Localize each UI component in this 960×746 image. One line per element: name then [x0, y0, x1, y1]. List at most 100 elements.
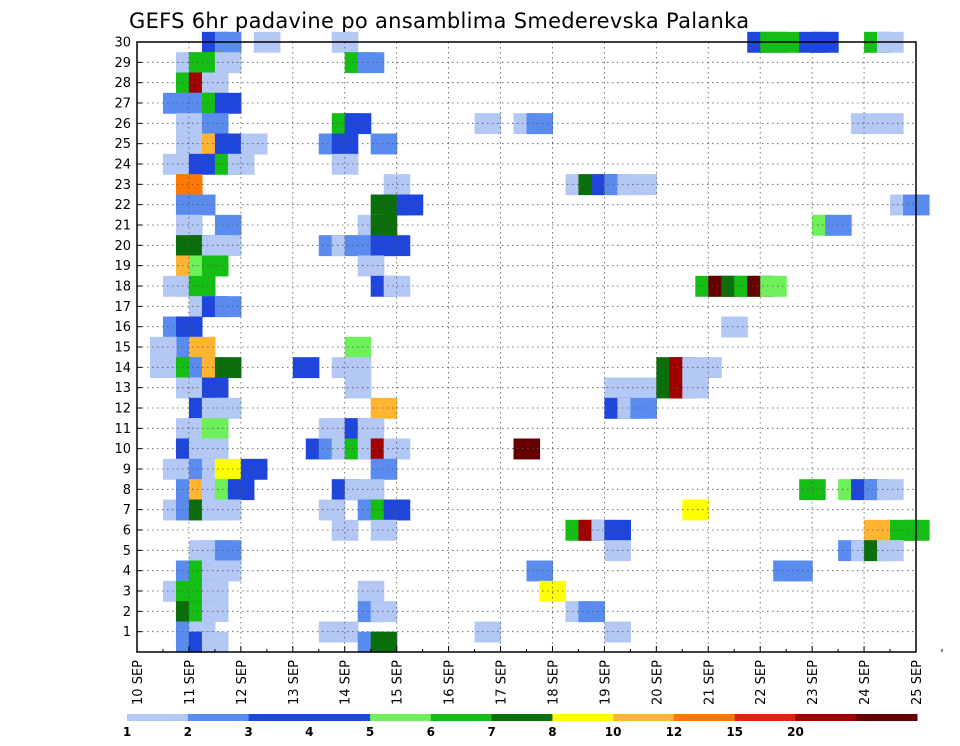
heatmap-cell — [331, 621, 359, 643]
heatmap-cell — [331, 519, 359, 541]
heatmap-cell — [630, 377, 657, 399]
y-tick-label: 2 — [123, 605, 131, 620]
legend-level-label: 10 — [605, 725, 622, 739]
heatmap-cell — [877, 540, 904, 562]
x-tick-label: 15 SEP — [391, 660, 406, 705]
heatmap-cell — [513, 438, 541, 460]
heatmap-cell — [175, 113, 203, 135]
y-tick-label: 24 — [114, 158, 131, 173]
legend-level-label: 15 — [726, 725, 743, 739]
legend-swatch — [187, 714, 250, 721]
heatmap-cell — [786, 560, 813, 582]
heatmap-cell — [201, 580, 229, 602]
heatmap-cells — [149, 31, 930, 653]
heatmap-cell — [370, 458, 398, 480]
heatmap-cell — [370, 631, 398, 653]
heatmap-cell — [370, 519, 398, 541]
heatmap-cell — [396, 194, 424, 216]
heatmap-cell — [357, 418, 385, 440]
y-tick-label: 6 — [123, 524, 131, 539]
legend-swatch — [856, 714, 918, 721]
y-tick-label: 23 — [114, 178, 131, 193]
chart-title: GEFS 6hr padavine po ansamblima Smederev… — [129, 9, 749, 33]
heatmap-cell — [630, 174, 657, 196]
heatmap-cell — [240, 133, 268, 155]
heatmap-cell — [201, 631, 229, 653]
legend-level-label: 3 — [244, 725, 252, 739]
x-tick-label: 21 SEP — [702, 660, 717, 705]
x-tick-label: 11 SEP — [183, 660, 198, 705]
heatmap-cell — [383, 438, 411, 460]
y-tick-label: 9 — [123, 463, 131, 478]
legend-swatch — [430, 714, 493, 721]
y-axis: 1234567891011121314151617181920212223242… — [114, 36, 142, 640]
y-tick-label: 13 — [114, 381, 131, 396]
heatmap-cell — [357, 580, 385, 602]
heatmap-cell — [370, 214, 398, 236]
heatmap-cell — [201, 113, 229, 135]
x-tick-label: 14 SEP — [339, 660, 354, 705]
heatmap-cell — [357, 52, 385, 74]
legend-swatch — [734, 714, 796, 721]
y-tick-label: 16 — [114, 320, 131, 335]
heatmap-cell — [227, 153, 255, 175]
heatmap-cell — [877, 113, 904, 135]
heatmap-cell — [175, 316, 203, 338]
legend-swatch — [673, 714, 736, 721]
heatmap-cell — [201, 418, 229, 440]
x-tick-label: 22 SEP — [754, 660, 769, 705]
y-tick-label: 21 — [114, 219, 131, 234]
heatmap-cell — [851, 113, 878, 135]
y-tick-label: 19 — [114, 259, 131, 274]
heatmap-cell — [201, 438, 229, 460]
heatmap-cell — [383, 275, 411, 297]
heatmap-cell — [201, 255, 229, 277]
x-axis: 10 SEP 11 SEP 12 SEP 13 SEP 14 SEP 15 SEP 16 S… — [131, 646, 943, 705]
heatmap-cell — [526, 560, 554, 582]
legend-swatch — [370, 714, 432, 721]
legend-swatch — [248, 714, 310, 721]
legend-level-label: 20 — [787, 725, 804, 739]
y-tick-label: 29 — [114, 56, 131, 71]
heatmap-cell — [201, 601, 229, 623]
y-tick-label: 17 — [114, 300, 131, 315]
x-tick-label: 19 SEP — [598, 660, 613, 705]
heatmap-cell — [292, 357, 320, 379]
heatmap-cell — [370, 133, 398, 155]
x-tick-label: 12 SEP — [235, 660, 250, 705]
x-tick-label: 25 SEP — [910, 660, 925, 705]
heatmap-cell — [201, 72, 229, 94]
heatmap-cell — [162, 153, 190, 175]
y-tick-label: 10 — [114, 442, 131, 457]
legend-level-label: 4 — [305, 725, 313, 739]
x-tick-label: 23 SEP — [806, 660, 821, 705]
heatmap-cell — [370, 397, 398, 419]
legend-level-label: 1 — [123, 725, 131, 739]
heatmap-cell — [630, 397, 657, 419]
heatmap-cell — [383, 235, 411, 257]
legend-level-label: 2 — [184, 725, 192, 739]
y-tick-label: 25 — [114, 137, 131, 152]
heatmap-cell — [175, 174, 203, 196]
x-tick-label: 13 SEP — [287, 660, 302, 705]
heatmap-cell — [201, 377, 229, 399]
legend-level-label: 6 — [427, 725, 435, 739]
legend-swatch — [491, 714, 553, 721]
heatmap-cell — [331, 153, 359, 175]
color-legend: 1 2 3 4 5 6 7 8 10 12 15 20 — [123, 714, 918, 739]
y-tick-label: 28 — [114, 76, 131, 91]
heatmap-cell — [331, 133, 359, 155]
legend-level-label: 5 — [366, 725, 374, 739]
legend-swatch — [309, 714, 371, 721]
y-tick-label: 15 — [114, 341, 131, 356]
y-tick-label: 8 — [123, 483, 131, 498]
heatmap-cell — [682, 377, 709, 399]
heatmap-cell — [227, 479, 255, 501]
y-tick-label: 4 — [123, 564, 131, 579]
y-tick-label: 11 — [114, 422, 131, 437]
y-tick-label: 18 — [114, 280, 131, 295]
x-tick-label: 16 SEP — [443, 660, 458, 705]
y-tick-label: 30 — [114, 36, 131, 51]
